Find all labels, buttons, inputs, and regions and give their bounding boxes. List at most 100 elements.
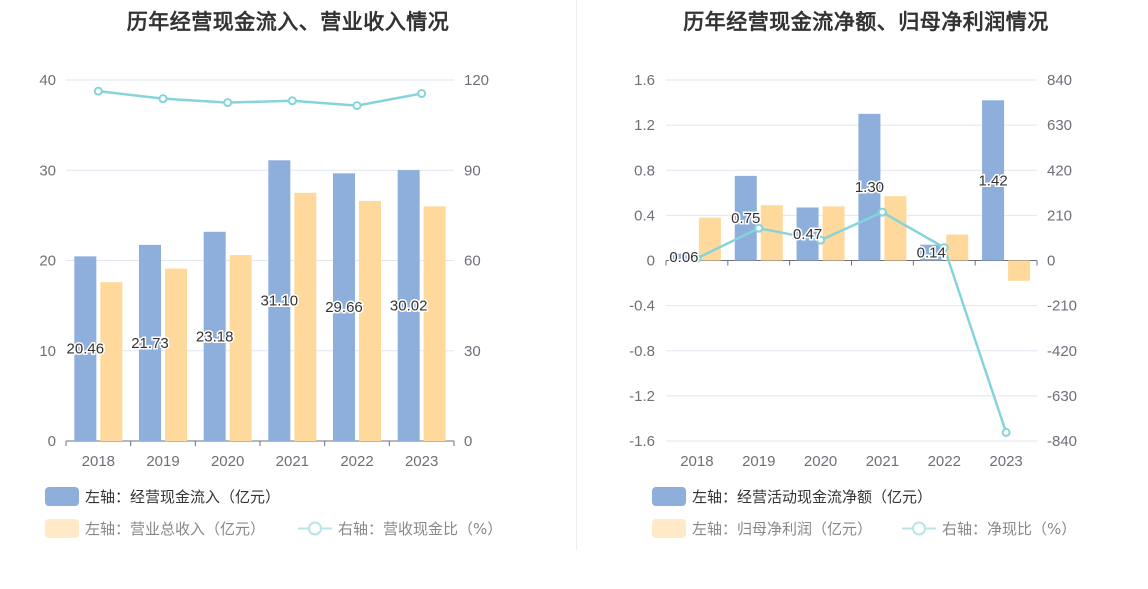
legend-line-icon	[902, 519, 936, 538]
bar-series1	[74, 256, 97, 441]
data-label: 1.30	[855, 179, 884, 196]
bar-series1	[734, 175, 757, 261]
bar-series2	[698, 217, 721, 261]
bar-series2	[1008, 260, 1031, 281]
y-left-tick-label: 10	[39, 343, 56, 360]
y-right-tick-label: 60	[464, 253, 481, 270]
data-label: 20.46	[67, 341, 105, 358]
bar-series1	[203, 231, 226, 441]
y-left-tick-label: -1.2	[629, 388, 655, 405]
line-point	[287, 96, 297, 106]
line-point	[939, 243, 949, 253]
y-left-tick-label: 0	[647, 253, 655, 270]
data-label: 1.42	[978, 172, 1007, 189]
data-label: 21.73	[131, 335, 169, 352]
x-tick-label: 2021	[866, 453, 899, 470]
y-right-tick-label: 30	[464, 343, 481, 360]
bar-series2	[884, 196, 907, 261]
legend-item-net-cash[interactable]: 左轴：经营活动现金流净额（亿元）	[652, 486, 932, 507]
panel-divider	[576, 0, 577, 550]
legend-label: 左轴：营业总收入（亿元）	[85, 520, 266, 538]
chart-title: 历年经营现金流净额、归母净利润情况	[683, 10, 1049, 34]
legend-swatch-bar2	[652, 519, 686, 538]
x-tick-label: 2020	[211, 453, 244, 470]
line-point	[1001, 427, 1011, 437]
legend-label: 右轴：净现比（%）	[942, 520, 1077, 538]
x-tick-label: 2022	[340, 453, 373, 470]
y-right-tick-label: -210	[1047, 298, 1077, 315]
data-label: 30.02	[390, 298, 428, 315]
y-right-tick-label: 0	[1047, 253, 1055, 270]
legend-label: 左轴：归母净利润（亿元）	[692, 520, 873, 538]
line-point	[754, 223, 764, 233]
legend-label: 右轴：营收现金比（%）	[338, 520, 503, 538]
data-label: 0.06	[669, 249, 698, 266]
bar-series1	[397, 170, 420, 441]
data-label: 31.10	[261, 293, 299, 310]
bar-series1	[333, 173, 355, 442]
y-left-tick-label: 40	[39, 72, 56, 89]
line-point	[93, 86, 103, 96]
y-left-tick-label: 0.4	[634, 207, 655, 224]
y-left-tick-label: 1.6	[634, 72, 655, 89]
y-right-tick-label: -420	[1047, 343, 1077, 360]
line-point	[816, 235, 826, 245]
bar-series2	[359, 200, 381, 441]
bar-series1	[796, 207, 819, 261]
y-left-tick-label: -1.6	[629, 433, 655, 450]
bar-series1	[139, 244, 161, 441]
line-point	[223, 98, 233, 108]
bar-series2	[229, 255, 252, 441]
bar-series2	[946, 234, 969, 261]
x-tick-label: 2021	[276, 453, 309, 470]
y-left-tick-label: -0.4	[629, 298, 655, 315]
bar-series2	[165, 268, 187, 441]
y-left-tick-label: 0.8	[634, 162, 655, 179]
bar-series1	[920, 244, 943, 261]
y-right-tick-label: -840	[1047, 433, 1077, 450]
chart-svg-net-cash: -1.6 -840 -1.2 -630 -0.8 -420 -0.4 -210 0 0 0.4 210…	[629, 72, 1077, 470]
legend-line-icon	[298, 519, 332, 538]
line-series	[98, 89, 422, 107]
legend-swatch-bar1	[652, 487, 686, 506]
legend-item-revenue[interactable]: 左轴：营业总收入（亿元）	[45, 518, 265, 539]
legend-swatch-bar1	[45, 487, 79, 506]
data-label: 0.14	[917, 245, 946, 262]
x-tick-label: 2020	[804, 453, 837, 470]
legend-item-cash-ratio[interactable]: 右轴：营收现金比（%）	[298, 518, 502, 539]
line-point	[877, 207, 887, 217]
x-tick-label: 2018	[680, 453, 713, 470]
legend-label: 左轴：经营活动现金流净额（亿元）	[692, 488, 933, 506]
y-right-tick-label: 120	[464, 72, 489, 89]
data-label: 0.75	[731, 210, 760, 227]
bar-series1	[672, 253, 695, 261]
y-left-tick-label: -0.8	[629, 343, 655, 360]
bar-series1	[268, 160, 291, 441]
legend-item-cash-inflow[interactable]: 左轴：经营现金流入（亿元）	[45, 486, 280, 507]
chart-panel-cash-inflow: 历年经营现金流入、营业收入情况 0 0 10 30 20 60 30 90 40 120 2018 2…	[39, 10, 502, 539]
y-right-tick-label: 420	[1047, 162, 1072, 179]
y-right-tick-label: 840	[1047, 72, 1072, 89]
y-right-tick-label: 90	[464, 162, 481, 179]
data-label: 23.18	[196, 328, 234, 345]
legend-swatch-bar2	[45, 519, 79, 538]
bar-series2	[100, 282, 123, 441]
x-tick-label: 2023	[989, 453, 1022, 470]
legend-item-net-cash-ratio[interactable]: 右轴：净现比（%）	[902, 518, 1076, 539]
bar-series2	[423, 206, 446, 441]
y-left-tick-label: 0	[48, 433, 56, 450]
legend-item-net-profit[interactable]: 左轴：归母净利润（亿元）	[652, 518, 872, 539]
chart-svg-cash-inflow: 0 0 10 30 20 60 30 90 40 120 2018 2019 2020 2021 2022 2…	[39, 72, 489, 470]
line-point	[158, 94, 168, 104]
bar-series1	[982, 100, 1005, 261]
y-right-tick-label: 630	[1047, 117, 1072, 134]
y-right-tick-label: 210	[1047, 207, 1072, 224]
x-tick-label: 2019	[742, 453, 775, 470]
line-point	[417, 89, 427, 99]
bar-series2	[294, 192, 317, 441]
bar-series2	[760, 205, 783, 261]
y-right-tick-label: -630	[1047, 388, 1077, 405]
data-label: 0.47	[793, 226, 822, 243]
line-point	[352, 101, 362, 111]
y-left-tick-label: 30	[39, 162, 56, 179]
